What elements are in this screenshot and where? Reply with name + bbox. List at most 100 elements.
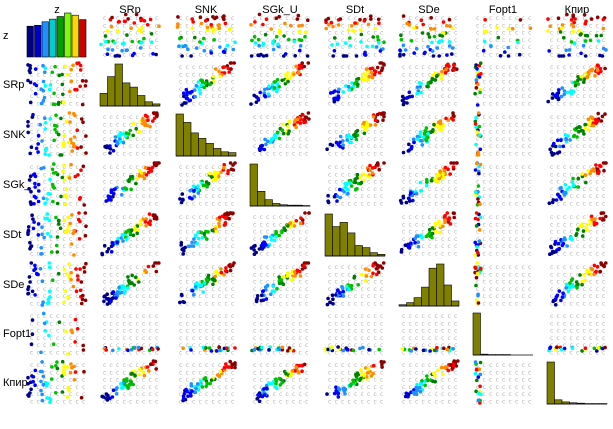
- grid-marker: c: [502, 15, 505, 22]
- grid-marker: c: [305, 279, 308, 286]
- scatter-point: [47, 261, 52, 265]
- grid-marker: c: [103, 129, 106, 136]
- scatter-point: [426, 132, 430, 136]
- grid-marker: c: [279, 129, 282, 136]
- scatter-point: [150, 347, 155, 352]
- scatter-point: [451, 211, 456, 215]
- grid-marker: c: [273, 264, 276, 271]
- scatter-point: [580, 174, 585, 179]
- grid-marker: c: [589, 71, 592, 78]
- grid-marker: c: [557, 114, 560, 121]
- grid-marker: c: [422, 121, 425, 128]
- grid-marker: c: [69, 171, 72, 178]
- grid-marker: c: [361, 201, 364, 208]
- grid-marker: c: [380, 86, 383, 93]
- scatter-point: [427, 227, 432, 232]
- grid-marker: c: [335, 44, 338, 51]
- grid-marker: c: [37, 236, 40, 243]
- grid-marker: c: [602, 22, 605, 29]
- grid-marker: c: [136, 22, 139, 29]
- grid-marker: c: [186, 350, 189, 357]
- scatter-point: [268, 345, 273, 349]
- scatter-point: [352, 276, 357, 280]
- scatter-point: [362, 178, 367, 182]
- grid-marker: c: [448, 201, 451, 208]
- grid-marker: c: [415, 64, 418, 71]
- grid-marker: c: [415, 164, 418, 171]
- scatter-point: [84, 79, 88, 83]
- grid-marker: c: [155, 279, 158, 286]
- grid-marker: c: [142, 350, 145, 357]
- grid-marker: c: [299, 350, 302, 357]
- grid-marker: c: [218, 271, 221, 278]
- panel-SGk_U-SNK: c c c c c c c c cc c c c c c cc c c c c c c cc c c c c c cc c c c c c c cc…: [178, 161, 237, 208]
- grid-marker: c: [483, 22, 486, 29]
- grid-marker: c: [37, 243, 40, 250]
- grid-marker: c: [522, 15, 525, 22]
- grid-marker: c: [476, 214, 479, 221]
- scatter-point: [222, 165, 226, 170]
- scatter-point: [190, 289, 195, 293]
- grid-marker: c: [328, 279, 331, 286]
- grid-marker: c: [253, 221, 256, 228]
- scatter-point: [474, 115, 478, 120]
- grid-marker: c: [454, 221, 457, 228]
- scatter-point: [546, 29, 550, 33]
- grid-marker: c: [260, 129, 263, 136]
- scatter-point: [577, 28, 581, 33]
- scatter-point: [368, 123, 373, 127]
- row-label-SDe: SDe: [3, 279, 24, 291]
- grid-marker: c: [225, 328, 228, 335]
- grid-marker: c: [380, 342, 383, 349]
- panel-SGk_U-SGk_U: [249, 163, 311, 207]
- scatter-point: [326, 200, 331, 205]
- scatter-point: [31, 173, 36, 177]
- scatter-point: [421, 348, 426, 353]
- scatter-point: [121, 284, 125, 288]
- scatter-point: [439, 76, 444, 81]
- scatter-point: [61, 143, 66, 148]
- grid-marker: c: [422, 229, 425, 236]
- grid-marker: c: [476, 136, 479, 143]
- grid-marker: c: [476, 143, 479, 150]
- grid-marker: c: [409, 15, 412, 22]
- scatter-point: [281, 131, 286, 136]
- scatter-point: [503, 50, 507, 54]
- grid-marker: c: [415, 114, 418, 121]
- grid-marker: c: [123, 342, 126, 349]
- grid-marker: c: [341, 129, 344, 136]
- grid-marker: c: [63, 350, 66, 357]
- grid-marker: c: [409, 313, 412, 320]
- scatter-point: [228, 26, 233, 31]
- grid-marker: c: [186, 93, 189, 100]
- grid-marker: c: [367, 79, 370, 86]
- scatter-point: [185, 90, 189, 95]
- grid-marker: c: [56, 328, 59, 335]
- scatter-point: [136, 345, 141, 350]
- grid-marker: c: [129, 30, 132, 37]
- scatter-point: [205, 25, 210, 30]
- scatter-point: [205, 237, 209, 241]
- grid-marker: c: [476, 52, 479, 59]
- grid-marker: c: [179, 15, 182, 22]
- grid-marker: c: [103, 15, 106, 22]
- grid-marker: c: [428, 71, 431, 78]
- grid-marker: c: [422, 243, 425, 250]
- scatter-point: [207, 346, 212, 350]
- grid-marker: c: [428, 86, 431, 93]
- scatter-point: [40, 232, 44, 237]
- scatter-point: [62, 178, 67, 183]
- scatter-point: [370, 166, 375, 170]
- grid-marker: c: [199, 286, 202, 293]
- grid-marker: c: [205, 44, 208, 51]
- scatter-point: [80, 102, 85, 107]
- scatter-point: [153, 261, 157, 265]
- scatter-point: [435, 46, 440, 50]
- grid-marker: c: [489, 301, 492, 308]
- scatter-point: [331, 297, 335, 302]
- grid-marker: c: [509, 179, 512, 186]
- grid-marker: c: [528, 243, 531, 250]
- grid-marker: c: [192, 328, 195, 335]
- scatter-point: [475, 245, 480, 249]
- grid-marker: c: [576, 201, 579, 208]
